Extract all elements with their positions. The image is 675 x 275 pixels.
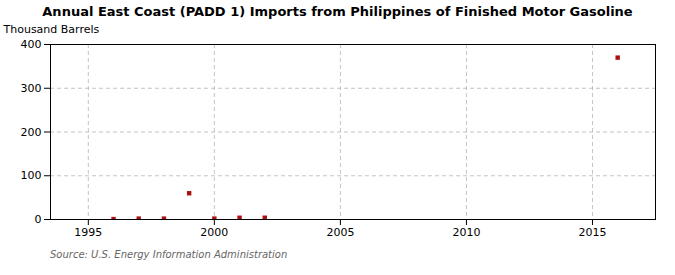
svg-text:200: 200 (21, 126, 42, 139)
html-text:Source: U.S. Energy Informatio: Source: U.S. Energy Information Administ… (50, 249, 288, 260)
svg-text:2005: 2005 (326, 226, 354, 239)
svg-text:300: 300 (21, 82, 42, 95)
svg-text:1995: 1995 (74, 226, 102, 239)
svg-text:0: 0 (35, 213, 42, 226)
svg-text:2000: 2000 (200, 226, 228, 239)
svg-text:Thousand Barrels: Thousand Barrels (3, 23, 100, 36)
svg-text:2010: 2010 (452, 226, 480, 239)
html-text:Annual East Coast (PADD 1) Imp: Annual East Coast (PADD 1) Imports from … (42, 4, 633, 19)
svg-text:2015: 2015 (578, 226, 606, 239)
svg-text:400: 400 (21, 38, 42, 51)
svg-text:100: 100 (21, 169, 42, 182)
